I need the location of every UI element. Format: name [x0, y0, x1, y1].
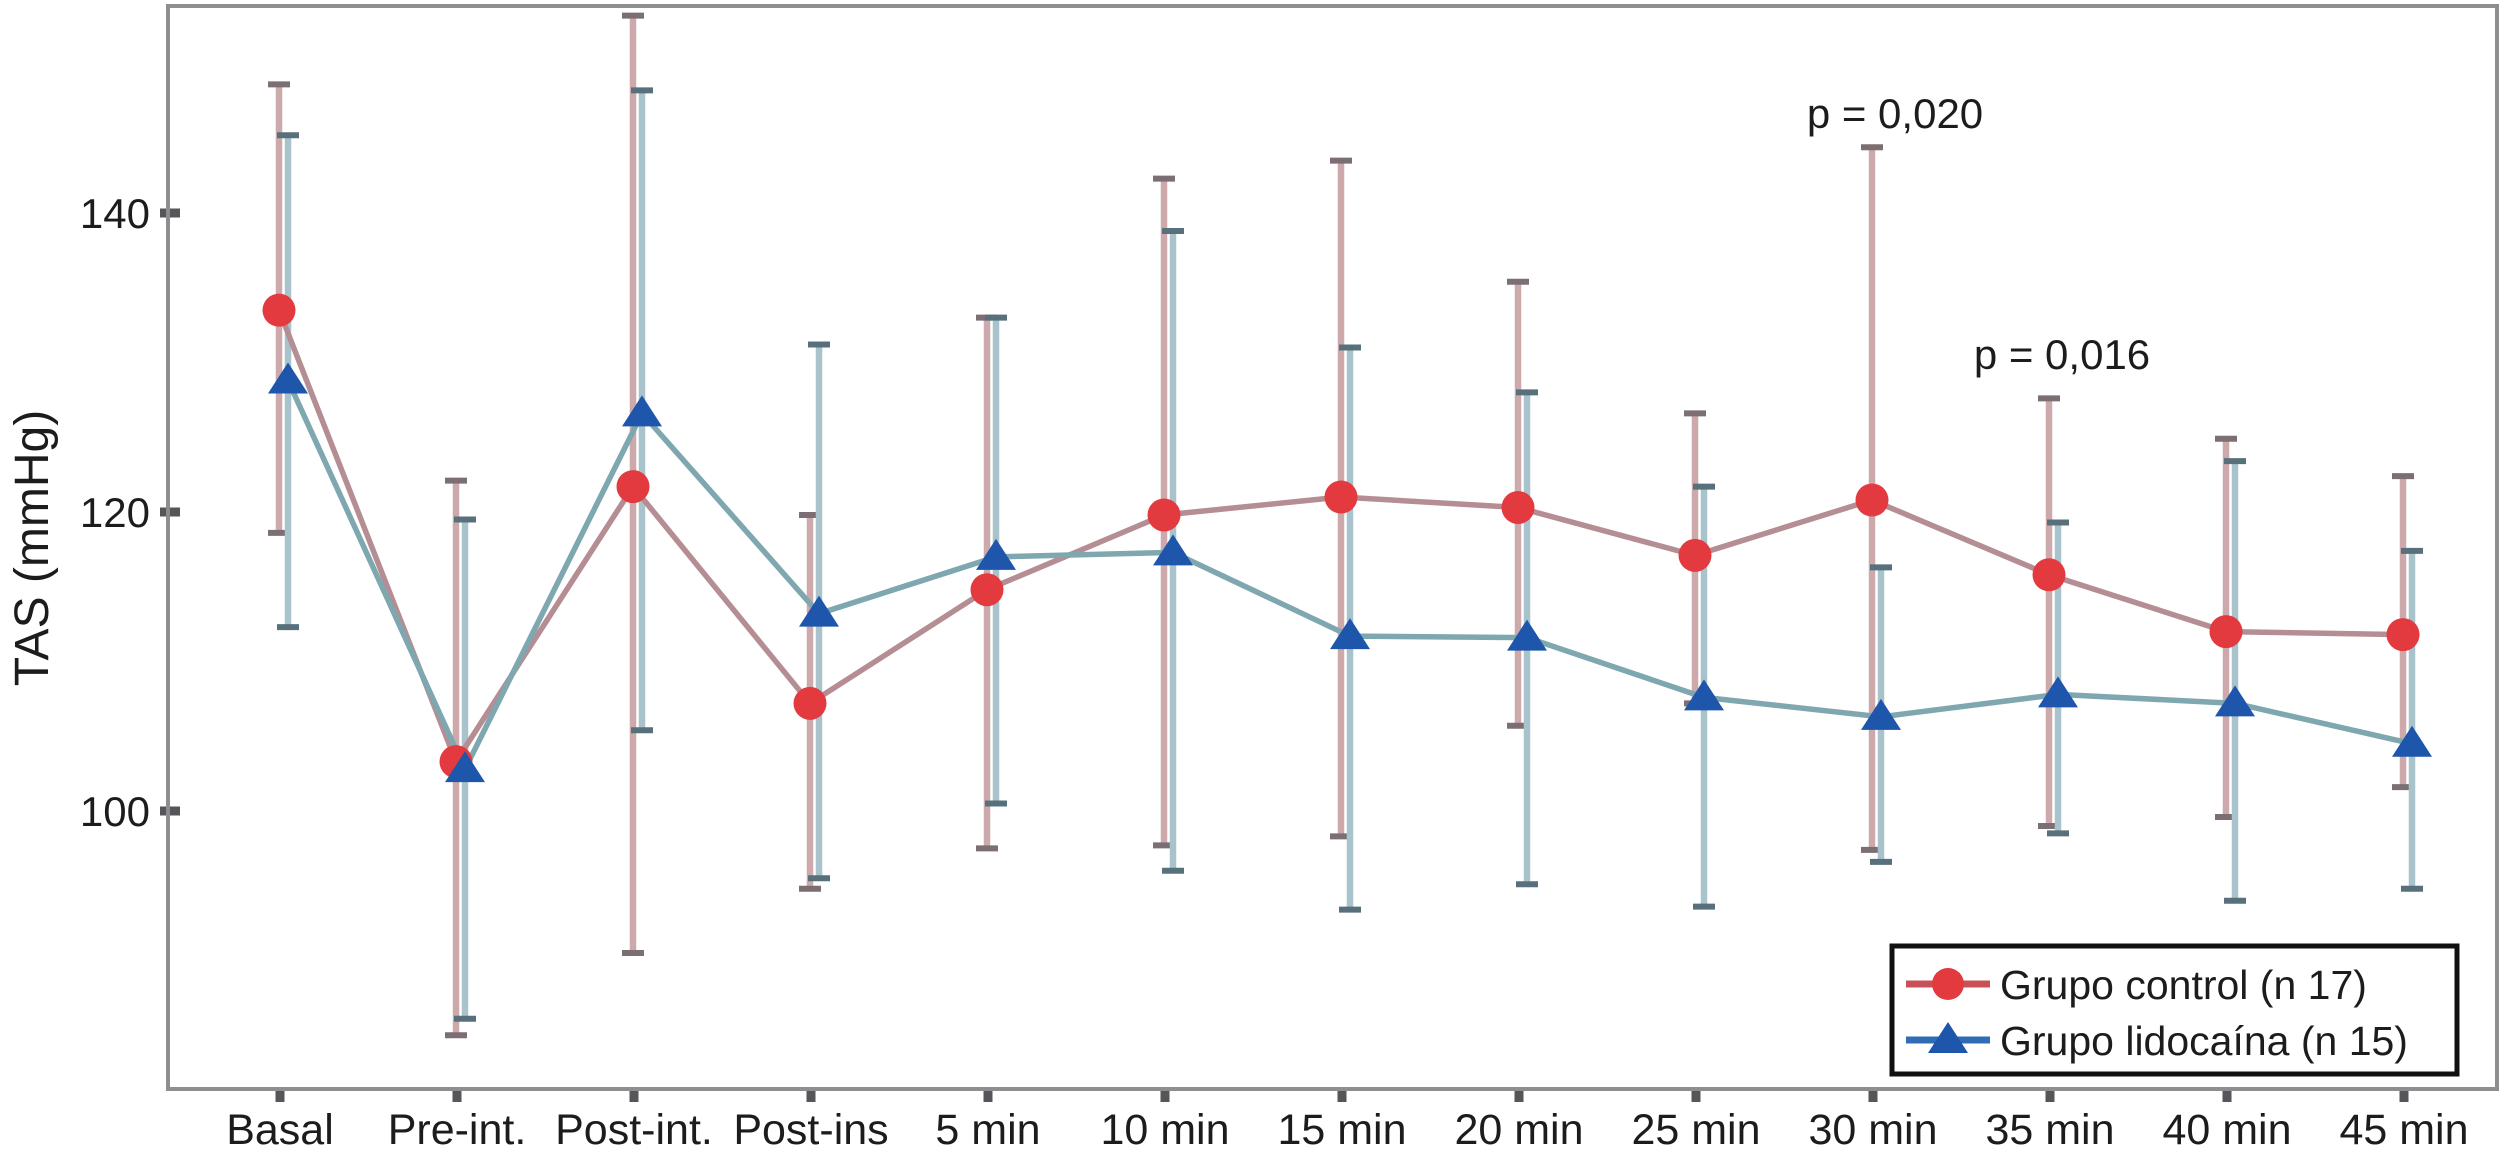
data-point-circle [2209, 615, 2243, 649]
y-axis-title: TAS (mmHg) [6, 410, 59, 686]
x-tick-label: 15 min [1277, 1106, 1406, 1151]
data-point-triangle [1153, 534, 1193, 566]
data-point-triangle [1861, 698, 1901, 730]
x-tick-label: 40 min [2162, 1106, 2291, 1151]
y-tick-label: 100 [80, 788, 150, 835]
data-point-circle [970, 573, 1004, 607]
data-point-triangle [1330, 618, 1370, 650]
legend-label-lidocaina: Grupo lidocaína (n 15) [2000, 1018, 2408, 1064]
y-tick-label: 140 [80, 190, 150, 237]
data-point-circle [1678, 538, 1712, 572]
data-point-triangle [2215, 685, 2255, 717]
x-tick-label: 5 min [935, 1106, 1040, 1151]
x-tick-label: Post-int. [555, 1106, 713, 1151]
legend-marker-lidocaina-triangle [1928, 1022, 1968, 1053]
data-point-triangle [1684, 679, 1724, 711]
legend-box [1889, 943, 2460, 1077]
data-point-triangle [799, 595, 839, 627]
x-tick-label: Basal [226, 1106, 334, 1151]
p-annotation-35min: p = 0,016 [1974, 331, 2150, 378]
x-tick-label: 10 min [1100, 1106, 1229, 1151]
data-point-triangle [1507, 619, 1547, 651]
y-tick-label: 120 [80, 489, 150, 536]
x-tick-label: 35 min [1985, 1106, 2114, 1151]
data-point-triangle [2038, 676, 2078, 708]
x-tick-label: 45 min [2339, 1106, 2468, 1151]
plot-border [166, 4, 2499, 1091]
data-point-triangle [976, 538, 1016, 570]
x-axis: Basal Pre-int. Post-int. Post-ins 5 min 10 mi… [226, 1087, 2469, 1151]
data-point-circle [262, 293, 296, 327]
data-point-triangle [622, 395, 662, 427]
legend-marker-control-circle [1932, 968, 1964, 1000]
markers-layer [262, 293, 2432, 783]
data-point-circle [1324, 480, 1358, 514]
data-point-circle [1855, 483, 1889, 517]
data-point-triangle [445, 751, 485, 783]
data-point-triangle [268, 362, 308, 394]
x-tick-label: 20 min [1454, 1106, 1583, 1151]
data-point-circle [2032, 558, 2066, 592]
data-point-triangle [2392, 725, 2432, 757]
data-point-circle [793, 686, 827, 720]
plot-area [168, 6, 2497, 1089]
x-tick-label: Pre-int. [388, 1106, 527, 1151]
p-annotation-30min: p = 0,020 [1807, 90, 1983, 137]
data-point-circle [1147, 498, 1181, 532]
data-point-circle [616, 470, 650, 504]
data-point-circle [1501, 491, 1535, 525]
legend: Grupo control (n 17) Grupo lidocaína (n … [1889, 943, 2460, 1077]
data-point-circle [2386, 618, 2420, 652]
x-tick-label: Post-ins [733, 1106, 888, 1151]
y-axis: 100 120 140 [80, 190, 180, 835]
x-tick-label: 30 min [1808, 1106, 1937, 1151]
x-tick-label: 25 min [1631, 1106, 1760, 1151]
legend-label-control: Grupo control (n 17) [2000, 962, 2367, 1008]
